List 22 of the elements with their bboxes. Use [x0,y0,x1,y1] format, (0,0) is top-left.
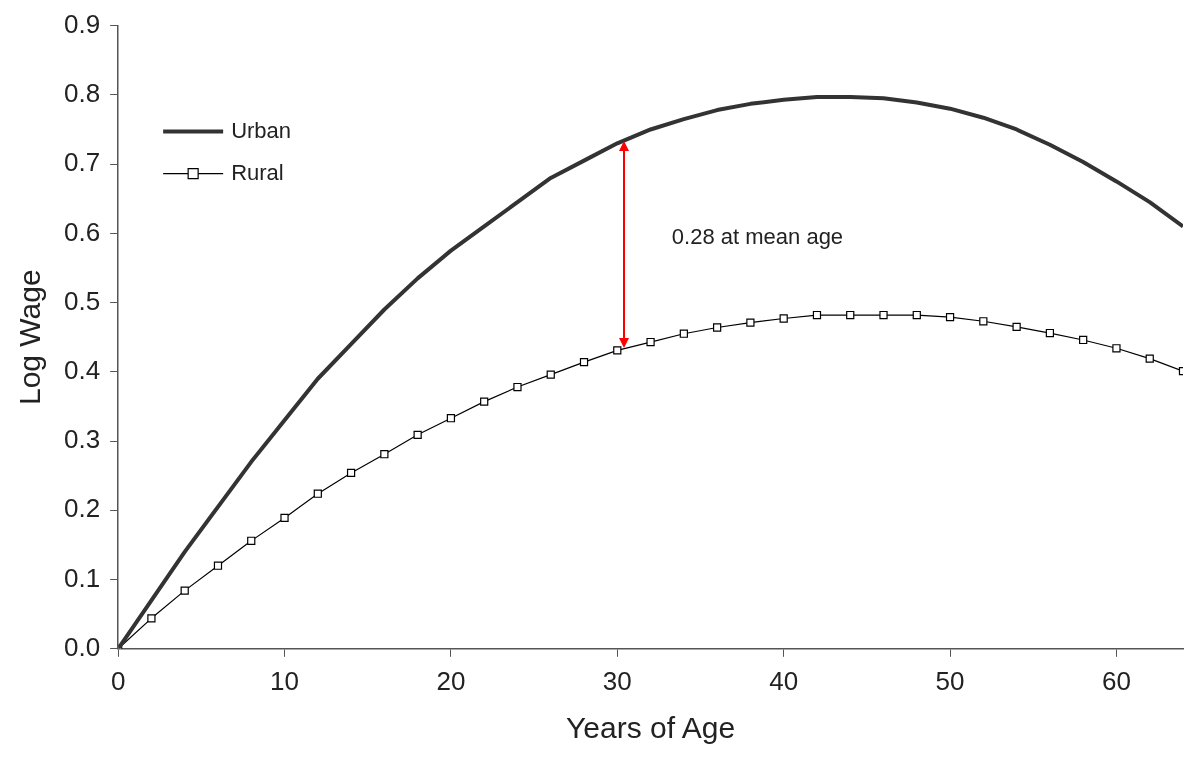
y-tick-label: 0.0 [63,631,101,662]
y-tick-label: 0.9 [63,8,101,39]
y-tick-label: 0.3 [63,424,101,455]
x-tick-label: 10 [270,665,299,696]
legend-label: Rural [231,159,284,185]
x-tick-label: 50 [935,665,965,696]
x-tick-label: 60 [1101,665,1131,696]
x-tick-label: 40 [769,665,799,696]
annotation: 0.28 at mean age [671,223,844,249]
y-tick-label: 0.7 [63,147,101,178]
y-tick-label: 0.6 [63,216,101,247]
x-axis-title: Years of Age [566,711,736,745]
x-tick-label: 20 [436,665,466,696]
y-tick-label: 0.4 [63,354,101,385]
y-tick-label: 0.2 [63,493,101,524]
y-axis-title: Log Wage [13,269,47,406]
y-tick-label: 0.8 [63,78,101,109]
x-tick-label: 30 [602,665,632,696]
legend-label: Urban [231,117,292,143]
y-tick-label: 0.1 [63,562,101,593]
y-tick-label: 0.5 [63,285,101,316]
x-tick-label: 0 [110,665,126,696]
